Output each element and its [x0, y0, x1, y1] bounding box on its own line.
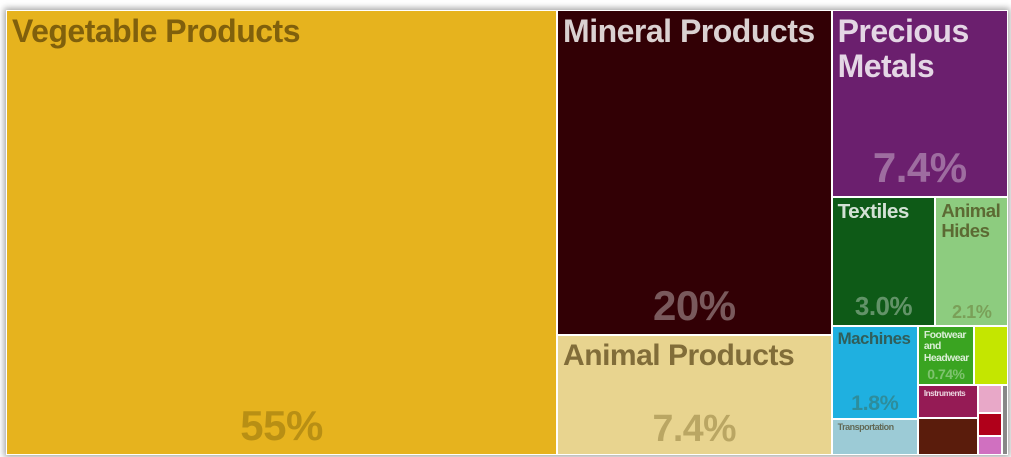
tile: Instruments: [917, 384, 979, 418]
tile-label: Textiles: [837, 199, 910, 223]
tile-label: Precious Metals: [837, 13, 970, 85]
tile: Precious Metals 7.4%: [831, 10, 1008, 197]
tile-label: Animal Hides: [941, 199, 1001, 242]
value-label: 20%: [653, 281, 736, 329]
tile-label: Vegetable Products: [12, 13, 300, 49]
tile-label: Mineral Products: [563, 13, 815, 49]
tile: Mineral Products 20%: [557, 10, 832, 335]
tile-label: Animal Products: [563, 338, 795, 372]
tile: [917, 418, 979, 455]
tile: [1001, 384, 1008, 455]
tile: Machines 1.8%: [831, 325, 918, 419]
tile: Animal Hides 2.1%: [935, 196, 1008, 326]
tile-label: Transportation: [837, 421, 895, 432]
value-label: 7.4%: [872, 143, 967, 191]
tile: [978, 384, 1002, 414]
tile: Footwear and Headwear 0.74%: [917, 325, 974, 385]
tile: Textiles 3.0%: [831, 196, 936, 326]
tile: Animal Products 7.4%: [557, 334, 832, 455]
tile: [978, 436, 1002, 455]
value-label: 2.1%: [951, 302, 992, 323]
treemap: Vegetable Products 55% Mineral Products 20%…: [6, 10, 1008, 455]
tile-label: Machines: [837, 328, 911, 348]
tile-label: Footwear and Headwear: [923, 329, 969, 364]
value-label: 3.0%: [854, 293, 913, 322]
tile: [978, 413, 1002, 436]
value-label: 55%: [240, 401, 323, 449]
value-label: 1.8%: [851, 389, 899, 415]
value-label: 7.4%: [652, 407, 737, 450]
tile: [973, 325, 1008, 385]
value-label: 0.74%: [927, 366, 965, 383]
tile-label: Instruments: [923, 388, 966, 398]
tile: Transportation: [831, 418, 918, 455]
tile: Vegetable Products 55%: [6, 10, 558, 455]
